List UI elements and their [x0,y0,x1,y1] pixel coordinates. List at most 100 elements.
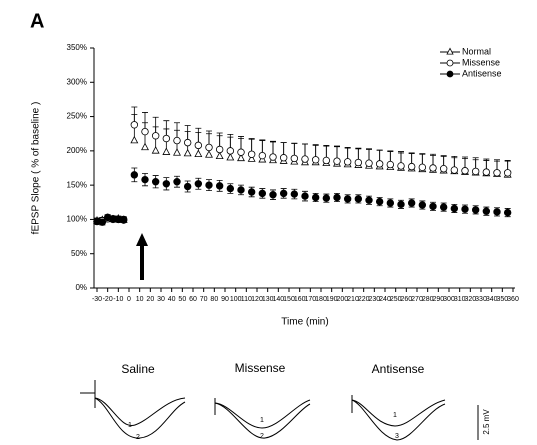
marker [290,190,299,198]
scale-label: 2.5 mV [482,409,491,435]
x-tick-label: 30 [157,296,165,303]
x-tick-label: 250 [390,296,402,303]
marker [183,148,192,157]
inset-number: 1 [260,417,264,424]
marker [322,194,331,202]
x-tick-label: 50 [178,296,186,303]
traces [80,380,479,441]
marker [162,134,171,143]
marker [503,169,512,177]
legend-label: Normal [462,46,491,56]
marker [215,145,224,154]
marker [130,121,139,129]
marker [301,192,309,200]
x-tick-label: 300 [443,296,455,303]
marker [333,157,341,165]
legend-marker [446,70,454,78]
series [93,114,512,224]
marker [439,203,448,211]
marker [151,146,160,154]
y-tick-label: 300% [67,77,87,86]
marker [397,200,405,209]
x-tick-label: 130 [262,296,274,303]
marker [386,199,395,207]
x-tick-label: 180 [315,296,327,303]
inset-title: Antisense [372,362,425,376]
marker [386,160,395,169]
panel-label: A [30,10,44,32]
inset-title: Saline [121,362,155,376]
marker [151,132,160,140]
legend-marker [446,47,454,55]
marker [215,182,224,190]
x-tick-label: 200 [336,296,348,303]
marker [418,163,427,172]
marker [141,175,149,184]
marker [343,158,352,166]
x-tick-label: 230 [368,296,380,303]
marker [311,156,320,164]
x-tick-label: 120 [251,296,263,303]
marker [194,180,203,188]
marker [205,150,213,158]
y-tick-label: 150% [67,180,87,189]
inset-number: 1 [393,412,397,419]
marker [226,152,235,161]
x-tick-label: 240 [379,296,391,303]
marker [461,167,469,175]
marker [503,208,512,217]
marker [141,127,149,136]
marker [354,158,363,167]
marker [439,164,448,173]
marker [173,136,181,145]
x-tick-label: 270 [411,296,423,303]
legend-label: Antisense [462,68,502,78]
x-tick-label: -20 [103,296,113,303]
x-tick-label: 320 [464,296,476,303]
y-tick-label: 0% [75,283,87,292]
inset-number: 1 [128,422,132,429]
marker [258,189,267,198]
inset-title: Missense [235,361,286,375]
marker [98,218,107,226]
marker [375,160,384,168]
x-tick-label: 80 [210,296,218,303]
x-tick-label: 210 [347,296,359,303]
marker [365,196,373,204]
y-tick-label: 50% [71,249,87,258]
marker [450,166,459,174]
series [93,106,512,226]
marker [194,149,203,157]
marker [407,162,416,171]
marker [493,208,501,216]
marker [311,193,320,202]
marker [247,150,256,158]
x-axis-label: Time (min) [281,317,328,328]
x-tick-label: 310 [454,296,466,303]
marker [237,186,245,194]
marker [237,153,245,162]
x-tick-label: 170 [304,296,316,303]
marker [226,147,235,155]
x-tick-label: 140 [272,296,284,303]
x-tick-label: 20 [146,296,154,303]
y-tick-label: 100% [67,215,87,224]
marker [461,205,469,213]
legend-label: Missense [462,57,500,67]
marker [471,206,480,214]
marker [450,204,459,213]
marker [205,181,213,189]
marker [258,151,267,160]
marker [279,154,288,162]
legend-marker [446,59,454,67]
y-tick-label: 250% [67,112,87,121]
marker [482,168,491,176]
marker [471,167,480,176]
marker [205,143,213,152]
marker [183,138,192,147]
marker [269,191,277,199]
marker [279,189,288,198]
x-tick-label: 190 [326,296,338,303]
x-tick-label: 100 [230,296,242,303]
